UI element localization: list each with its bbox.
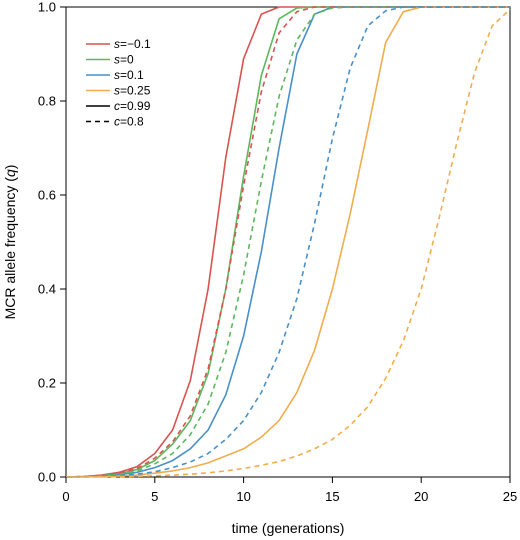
- x-tick-label: 5: [151, 489, 158, 504]
- legend-variable: c: [114, 99, 120, 113]
- y-axis-ticks: 0.0 0.2 0.4 0.6 0.8 1.0: [38, 0, 66, 485]
- x-axis-title: time (generations): [232, 520, 345, 536]
- series-line-5: [65, 6, 510, 478]
- legend-value: =0: [120, 53, 134, 67]
- legend-value: =0.25: [120, 84, 151, 98]
- series-line-7: [66, 8, 511, 478]
- y-tick-label: 0.8: [38, 94, 56, 109]
- y-tick-label: 0.4: [38, 282, 56, 297]
- legend-label: s=0.25: [114, 84, 151, 98]
- legend-value: =0.99: [120, 99, 151, 113]
- legend-value: =0.1: [120, 68, 144, 82]
- y-tick-label: 0.2: [38, 376, 56, 391]
- y-tick-label: 0.0: [38, 470, 56, 485]
- y-axis-title: MCR allele frequency (q): [2, 165, 18, 320]
- y-tick-label: 0.6: [38, 188, 56, 203]
- y-axis-title-var: q: [2, 169, 18, 177]
- legend-value: =0.8: [120, 115, 144, 129]
- x-tick-label: 25: [503, 489, 517, 504]
- x-tick-label: 10: [236, 489, 250, 504]
- x-tick-label: 15: [325, 489, 339, 504]
- legend-variable: c: [114, 115, 120, 129]
- x-tick-label: 20: [414, 489, 428, 504]
- legend-variable: s: [114, 53, 120, 67]
- legend-variable: s: [114, 37, 120, 51]
- legend-label: s=0: [114, 53, 134, 67]
- series-line-6: [65, 6, 510, 478]
- legend-value: =−0.1: [120, 37, 151, 51]
- legend-label: c=0.8: [114, 115, 144, 129]
- y-axis-title-prefix: MCR allele frequency (: [2, 177, 18, 320]
- legend-label: s=0.1: [114, 68, 144, 82]
- series-layer: [65, 6, 511, 478]
- legend-label: c=0.99: [114, 99, 151, 113]
- legend-variable: s: [114, 68, 120, 82]
- series-line-4: [65, 6, 510, 478]
- legend: s=−0.1s=0s=0.1s=0.25c=0.99c=0.8: [86, 37, 151, 129]
- legend-label: s=−0.1: [114, 37, 151, 51]
- y-tick-label: 1.0: [38, 0, 56, 15]
- x-tick-label: 0: [62, 489, 69, 504]
- y-axis-title-suffix: ): [2, 165, 18, 170]
- x-axis-ticks: 0 5 10 15 20 25: [62, 477, 517, 504]
- legend-variable: s: [114, 84, 120, 98]
